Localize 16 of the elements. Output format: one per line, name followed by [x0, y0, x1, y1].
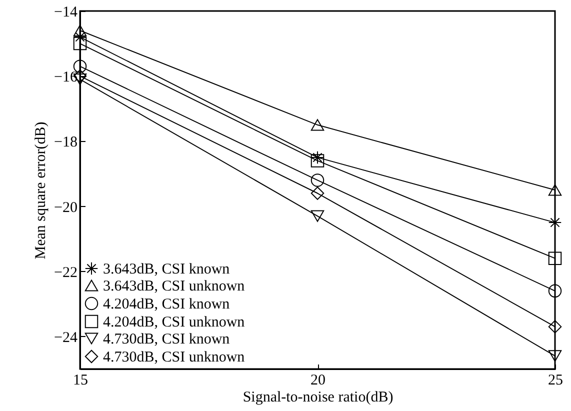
legend-label: 3.643dB, CSI unknown — [103, 278, 246, 294]
x-tick-label: 25 — [548, 372, 563, 388]
x-axis-title: Signal-to-noise ratio(dB) — [242, 390, 394, 406]
y-tick-label: −20 — [54, 200, 78, 216]
y-tick-label: −14 — [54, 4, 78, 20]
legend-label: 4.204dB, CSI unknown — [103, 314, 246, 330]
y-tick-label: −24 — [54, 330, 78, 346]
y-tick-label: −18 — [54, 134, 78, 151]
y-axis-title: Mean square error(dB) — [33, 122, 50, 260]
y-tick-label: −22 — [54, 264, 78, 281]
x-tick-label: 20 — [310, 372, 326, 388]
x-tick-label: 15 — [73, 372, 88, 388]
legend-label: 3.643dB, CSI known — [103, 262, 230, 278]
legend-label: 4.730dB, CSI unknown — [103, 350, 246, 366]
legend-label: 4.730dB, CSI known — [103, 332, 230, 348]
legend-label: 4.204dB, CSI known — [103, 296, 230, 312]
